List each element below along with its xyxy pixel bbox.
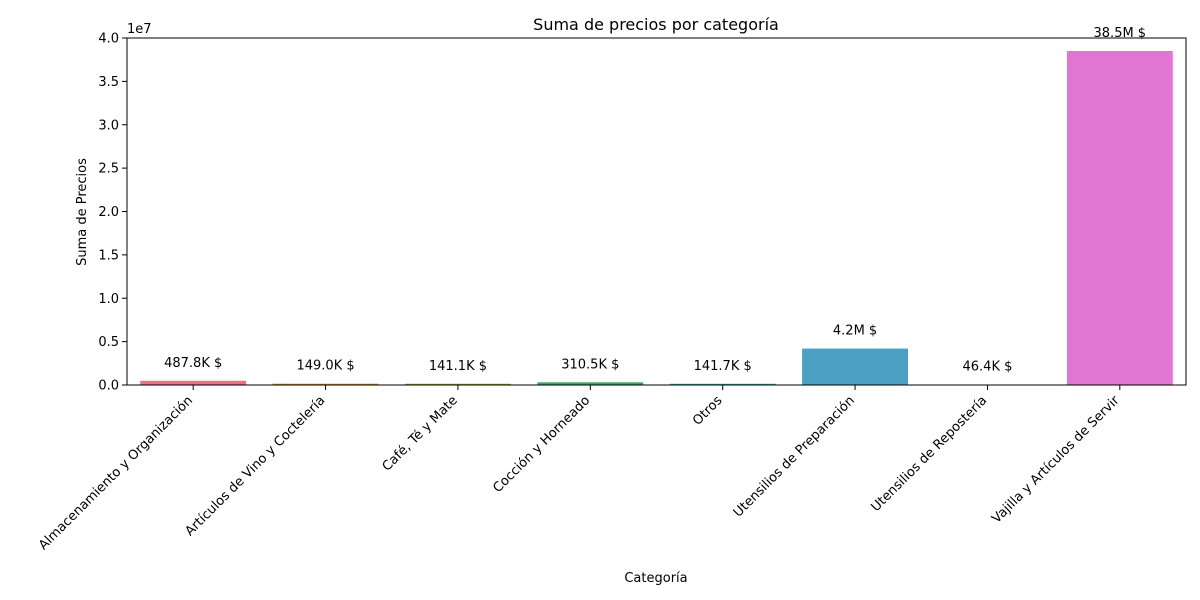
data-label: 38.5M $ [1094, 26, 1147, 41]
y-tick-label: 3.5 [98, 75, 119, 90]
y-tick-label: 3.0 [98, 118, 119, 133]
axes-frame [126, 37, 1187, 386]
y-tick-label: 4.0 [98, 32, 119, 47]
x-tick-label: Utensilios de Repostería [869, 393, 991, 515]
data-label: 141.1K $ [429, 359, 487, 374]
chart-title: Suma de precios por categoría [533, 15, 779, 34]
plot-area: 487.8K $ Almacenamiento y Organización 149… [36, 26, 1187, 553]
bar [669, 383, 776, 385]
y-tick-label: 1.0 [98, 292, 119, 307]
x-axis-label: Categoría [624, 571, 687, 586]
y-tick-label: 2.5 [98, 162, 119, 177]
bar [537, 382, 644, 385]
bar [404, 383, 511, 385]
x-tick-label: Cocción y Horneado [490, 393, 593, 496]
y-tick-label: 1.5 [98, 248, 119, 263]
y-tick-label: 0.0 [98, 379, 119, 394]
bar [272, 383, 379, 385]
bar [802, 348, 909, 385]
bar [1066, 51, 1173, 385]
data-label: 4.2M $ [833, 324, 877, 339]
y-axis-label: Suma de Precios [75, 158, 90, 266]
data-label: 487.8K $ [164, 356, 222, 371]
x-tick-label: Almacenamiento y Organización [36, 393, 196, 553]
y-axis-offset-label: 1e7 [127, 22, 152, 37]
x-tick-label: Utensilios de Preparación [731, 393, 858, 520]
x-tick-label: Artículos de Vino y Coctelería [182, 393, 328, 539]
bar [140, 380, 247, 385]
x-tick-label: Café, Té y Mate [380, 393, 461, 474]
y-tick-label: 2.0 [98, 205, 119, 220]
data-label: 149.0K $ [296, 359, 354, 374]
x-tick-label: Otros [690, 393, 726, 429]
y-tick-label: 0.5 [98, 335, 119, 350]
x-tick-label: Vajilla y Artículos de Servir [989, 393, 1123, 527]
data-label: 141.7K $ [694, 359, 752, 374]
data-label: 310.5K $ [561, 357, 619, 372]
data-label: 46.4K $ [963, 360, 1013, 375]
